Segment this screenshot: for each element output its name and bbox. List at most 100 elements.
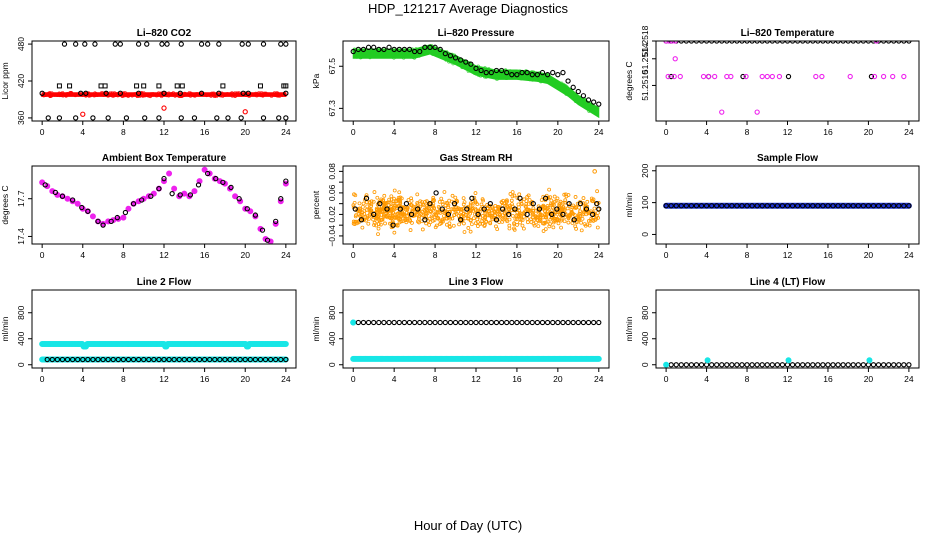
data-point [519, 69, 525, 76]
raw-point [372, 190, 377, 194]
raw-point [506, 206, 511, 211]
data-point [212, 356, 218, 363]
raw-point [363, 215, 368, 220]
raw-point [473, 200, 478, 205]
data-point [161, 175, 167, 182]
raw-point [427, 216, 432, 221]
data-point [95, 356, 101, 363]
data-point [217, 356, 223, 363]
x-tick-label: 12 [159, 250, 169, 260]
raw-point [505, 76, 509, 80]
data-point [800, 203, 806, 209]
x-tick-label: 16 [512, 374, 522, 384]
raw-point [592, 169, 597, 174]
data-point [406, 319, 413, 326]
data-point [549, 211, 555, 218]
raw-point [43, 92, 47, 96]
raw-point [449, 60, 453, 64]
data-point [432, 44, 438, 50]
data-point [668, 203, 674, 209]
data-point [815, 203, 821, 209]
data-point [135, 41, 142, 47]
data-point [245, 41, 251, 47]
x-tick-label: 12 [159, 374, 169, 384]
raw-point [574, 99, 578, 104]
panel-title: Gas Stream RH [440, 153, 513, 164]
data-point [810, 203, 816, 209]
data-point [64, 356, 71, 363]
raw-point [490, 217, 495, 222]
raw-point [415, 209, 420, 214]
y-tick-label: −0.04 [327, 225, 337, 247]
data-point [49, 356, 55, 363]
raw-point [375, 51, 379, 56]
data-point [825, 362, 831, 368]
data-point [278, 41, 284, 47]
x-tick-label: 4 [392, 127, 397, 137]
data-point [262, 356, 269, 363]
plot-frame [655, 40, 920, 122]
data-point [120, 356, 127, 363]
x-tick-label: 4 [80, 127, 85, 137]
data-point [447, 319, 454, 326]
x-tick-label: 16 [200, 127, 210, 137]
raw-point [521, 226, 526, 231]
data-point [39, 90, 45, 96]
data-point [596, 101, 602, 107]
raw-point [415, 202, 420, 207]
series-raw-low [350, 355, 602, 362]
series-avg-high [61, 41, 289, 47]
data-point [365, 44, 372, 50]
y-tick-label: 800 [16, 305, 26, 319]
raw-point [252, 92, 256, 96]
raw-point [507, 226, 512, 231]
data-point [282, 340, 289, 347]
data-point [130, 201, 137, 207]
raw-point [360, 225, 365, 230]
data-point [198, 90, 205, 96]
y-axis-label: ml/min [624, 316, 634, 341]
data-point [135, 90, 142, 96]
raw-point [464, 213, 469, 217]
raw-point [391, 201, 396, 206]
data-point [580, 93, 587, 99]
x-tick-label: 4 [392, 374, 397, 384]
data-point [805, 203, 811, 209]
data-point [100, 220, 107, 227]
data-point [677, 73, 683, 80]
data-point [352, 206, 358, 212]
data-point [840, 203, 846, 209]
raw-point [145, 93, 150, 98]
raw-point [573, 195, 578, 199]
x-tick-label: 24 [904, 127, 914, 137]
x-tick-label: 8 [745, 374, 750, 384]
data-point [734, 203, 740, 209]
data-point [850, 362, 856, 368]
data-point [896, 362, 902, 368]
raw-point [595, 189, 599, 194]
data-point [729, 203, 735, 209]
raw-point [514, 217, 519, 222]
raw-point [590, 198, 595, 203]
y-tick-label: 200 [640, 163, 650, 177]
data-point [56, 83, 62, 89]
data-point [125, 205, 132, 212]
data-point [759, 73, 765, 80]
raw-point [395, 222, 400, 227]
raw-point [461, 221, 466, 226]
data-point [764, 362, 770, 368]
y-tick-label: 0 [16, 362, 26, 367]
raw-point [382, 193, 387, 198]
data-point [39, 179, 46, 186]
raw-point [531, 206, 536, 211]
raw-point [381, 213, 386, 218]
data-point [376, 319, 382, 326]
panel-title: Li–820 Temperature [741, 28, 835, 39]
raw-point [450, 216, 455, 221]
plot-frame [31, 289, 297, 369]
data-point [123, 115, 130, 121]
raw-point [499, 200, 504, 204]
data-point [225, 115, 231, 121]
plot-area [663, 357, 912, 368]
y-tick-label: 51.2510 [640, 70, 650, 101]
